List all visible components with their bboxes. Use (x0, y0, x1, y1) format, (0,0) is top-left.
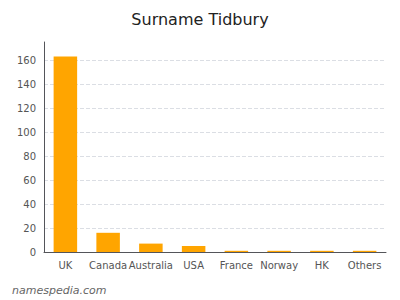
svg-text:0: 0 (30, 247, 36, 258)
svg-text:Norway: Norway (260, 260, 298, 271)
svg-text:160: 160 (17, 55, 36, 66)
svg-text:40: 40 (23, 199, 36, 210)
svg-text:Canada: Canada (89, 260, 127, 271)
svg-text:Australia: Australia (129, 260, 173, 271)
svg-text:60: 60 (23, 175, 36, 186)
svg-text:20: 20 (23, 223, 36, 234)
svg-text:Surname Tidbury: Surname Tidbury (131, 10, 268, 29)
svg-text:France: France (220, 260, 253, 271)
svg-text:HK: HK (315, 260, 330, 271)
svg-text:namespedia.com: namespedia.com (12, 284, 106, 297)
svg-text:Others: Others (348, 260, 382, 271)
svg-text:USA: USA (183, 260, 204, 271)
svg-text:100: 100 (17, 127, 36, 138)
svg-text:80: 80 (23, 151, 36, 162)
svg-text:140: 140 (17, 79, 36, 90)
svg-text:UK: UK (58, 260, 72, 271)
svg-text:120: 120 (17, 103, 36, 114)
